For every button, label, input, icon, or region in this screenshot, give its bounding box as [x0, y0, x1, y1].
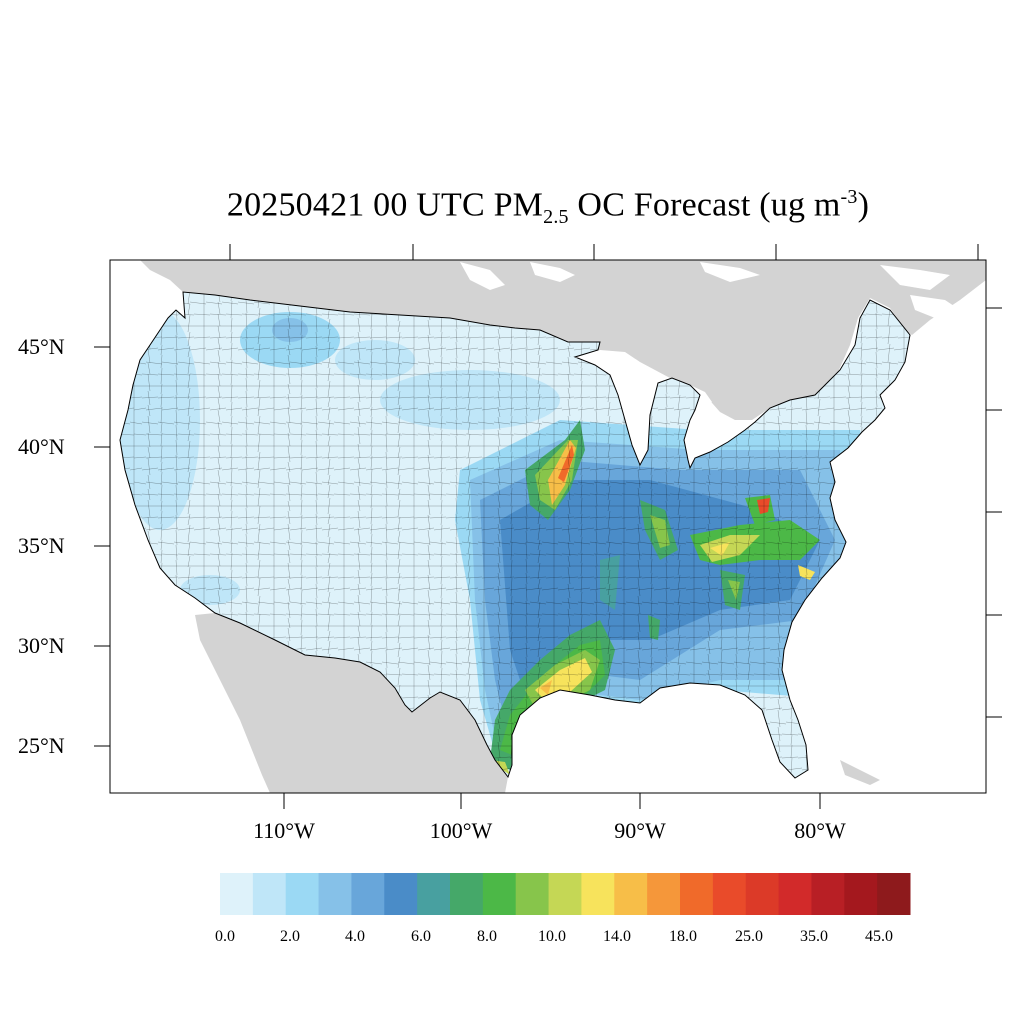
colorbar-swatch: [712, 873, 747, 915]
colorbar: [220, 873, 911, 915]
colorbar-swatch: [515, 873, 550, 915]
map-frame: [109, 259, 987, 794]
colorbar-label: 0.0: [215, 928, 235, 945]
top-ticks: [229, 244, 979, 260]
lat-label-30: 30°N: [18, 633, 65, 658]
right-ticks: [986, 307, 1002, 718]
bottom-ticks: [283, 793, 821, 809]
colorbar-label: 35.0: [800, 928, 828, 945]
colorbar-label: 45.0: [865, 928, 893, 945]
colorbar-swatch: [778, 873, 812, 915]
colorbar-swatch: [844, 873, 878, 915]
colorbar-swatch: [384, 873, 418, 915]
colorbar-swatch: [417, 873, 451, 915]
title-superscript: -3: [840, 186, 858, 208]
caribbean-land: [840, 760, 880, 785]
colorbar-swatch: [351, 873, 385, 915]
canada-land: [140, 260, 986, 420]
colorbar-swatch: [548, 873, 582, 915]
colorbar-swatch: [581, 873, 615, 915]
lat-label-45: 45°N: [18, 334, 65, 359]
title-middle: OC Forecast (ug m: [568, 186, 841, 224]
colorbar-swatch: [877, 873, 911, 915]
colorbar-label: 4.0: [345, 928, 365, 945]
colorbar-swatch: [450, 873, 484, 915]
colorbar-label: 10.0: [538, 928, 566, 945]
left-ticks: [94, 346, 110, 747]
colorbar-swatch: [318, 873, 352, 915]
title-prefix: 20250421 00 UTC PM: [226, 186, 544, 224]
colorbar-swatch: [252, 873, 287, 915]
colorbar-swatch: [614, 873, 648, 915]
mexico-land: [195, 613, 508, 793]
colorbar-label: 2.0: [280, 928, 300, 945]
lat-label-25: 25°N: [18, 733, 65, 758]
colorbar-swatch: [811, 873, 845, 915]
lon-label-80: 80°W: [794, 818, 846, 843]
colorbar-label: 18.0: [669, 928, 697, 945]
lon-label-100: 100°W: [429, 818, 493, 843]
lon-label-90: 90°W: [614, 818, 666, 843]
colorbar-swatch: [220, 873, 254, 915]
colorbar-label: 6.0: [411, 928, 431, 945]
lat-label-40: 40°N: [18, 434, 65, 459]
colorbar-label: 14.0: [603, 928, 631, 945]
colorbar-swatch: [482, 873, 517, 915]
hudson-bay-shore: [460, 262, 960, 318]
title-subscript: 2.5: [543, 206, 569, 229]
colorbar-label: 8.0: [477, 928, 497, 945]
title-suffix: ): [857, 186, 870, 224]
lat-label-35: 35°N: [18, 533, 65, 558]
colorbar-swatch: [647, 873, 681, 915]
colorbar-swatch: [745, 873, 780, 915]
map-title: 20250421 00 UTC PM2.5 OC Forecast (ug m-…: [0, 186, 1024, 229]
colorbar-swatch: [680, 873, 714, 915]
colorbar-label: 25.0: [735, 928, 763, 945]
colorbar-swatch: [285, 873, 320, 915]
lon-label-110: 110°W: [253, 818, 315, 843]
